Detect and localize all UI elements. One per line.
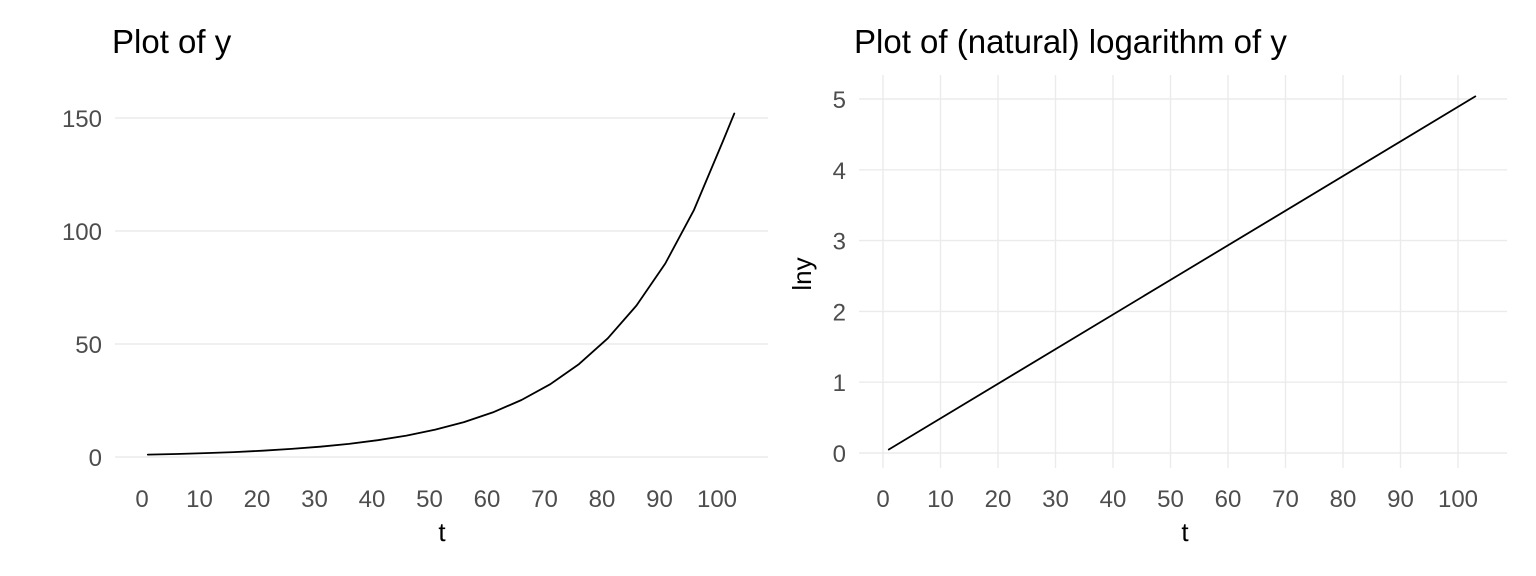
series-line-y <box>146 112 736 456</box>
x-tick-label: 50 <box>416 486 443 513</box>
x-tick-label: 30 <box>301 486 328 513</box>
y-tick-label: 1 <box>833 370 846 397</box>
y-tick-label: 3 <box>833 229 846 256</box>
y-tick-label: 100 <box>62 219 102 246</box>
x-tick-label: 70 <box>531 486 558 513</box>
x-tick-label: 90 <box>1387 486 1414 513</box>
y-tick-label: 150 <box>62 106 102 133</box>
x-tick-label: 10 <box>927 486 954 513</box>
x-tick-label: 40 <box>1100 486 1127 513</box>
y-tick-label: 4 <box>833 158 846 185</box>
x-tick-label: 70 <box>1272 486 1299 513</box>
chart-lny-x-axis-title: t <box>1181 517 1189 547</box>
chart-y-plot-area: 0 10 20 30 40 50 60 70 80 90 100 0 50 100 150 <box>62 106 768 513</box>
chart-y-x-axis-title: t <box>438 517 446 547</box>
y-tick-label: 50 <box>75 332 102 359</box>
y-tick-label: 2 <box>833 299 846 326</box>
chart-lny-plot-area: 0 10 20 30 40 50 60 70 80 90 100 0 1 2 3 4 5 <box>833 75 1507 513</box>
x-tick-label: 10 <box>186 486 213 513</box>
x-tick-label: 80 <box>589 486 616 513</box>
x-tick-label: 100 <box>697 486 737 513</box>
x-tick-label: 40 <box>359 486 386 513</box>
x-tick-label: 0 <box>876 486 889 513</box>
x-tick-label: 20 <box>244 486 271 513</box>
x-tick-label: 60 <box>1215 486 1242 513</box>
x-tick-label: 80 <box>1330 486 1357 513</box>
x-tick-label: 50 <box>1157 486 1184 513</box>
chart-lny-y-axis-title: lny <box>787 257 817 291</box>
x-tick-label: 60 <box>474 486 501 513</box>
x-tick-label: 90 <box>646 486 673 513</box>
chart-y-title: Plot of y <box>112 23 232 60</box>
y-tick-label: 0 <box>833 441 846 468</box>
chart-lny-title: Plot of (natural) logarithm of y <box>854 23 1287 60</box>
x-tick-label: 100 <box>1438 486 1478 513</box>
x-tick-label: 0 <box>135 486 148 513</box>
y-tick-label: 5 <box>833 87 846 114</box>
x-tick-label: 30 <box>1042 486 1069 513</box>
series-line-lny <box>887 95 1477 451</box>
y-tick-label: 0 <box>89 445 102 472</box>
x-tick-label: 20 <box>985 486 1012 513</box>
